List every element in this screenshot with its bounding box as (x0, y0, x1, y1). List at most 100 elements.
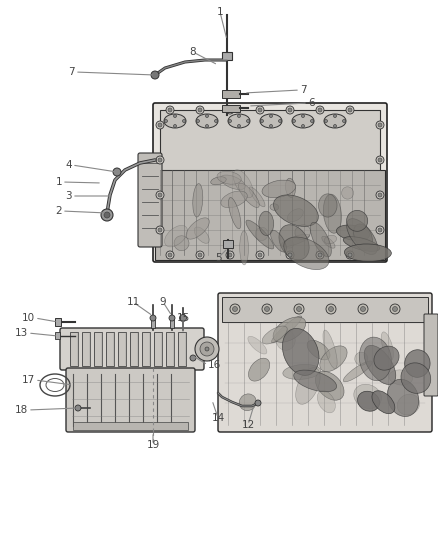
Ellipse shape (397, 394, 420, 415)
Circle shape (279, 119, 282, 123)
Circle shape (228, 253, 232, 257)
Bar (151, 316, 155, 328)
Circle shape (256, 251, 264, 259)
Circle shape (293, 119, 296, 123)
Circle shape (226, 106, 234, 114)
Bar (142, 332, 150, 366)
Ellipse shape (249, 187, 265, 207)
Circle shape (173, 115, 177, 117)
Circle shape (378, 123, 382, 127)
Ellipse shape (354, 384, 381, 408)
Ellipse shape (255, 227, 268, 240)
Ellipse shape (165, 225, 187, 247)
Ellipse shape (238, 183, 259, 207)
Ellipse shape (355, 352, 368, 365)
Circle shape (151, 71, 159, 79)
Circle shape (156, 191, 164, 199)
Text: 6: 6 (308, 98, 314, 108)
Ellipse shape (359, 337, 392, 381)
Ellipse shape (270, 204, 279, 211)
Ellipse shape (324, 114, 346, 128)
Ellipse shape (186, 218, 209, 239)
Circle shape (104, 212, 110, 218)
Bar (130, 332, 138, 366)
Circle shape (226, 251, 234, 259)
Ellipse shape (273, 195, 318, 227)
Circle shape (165, 119, 167, 123)
Ellipse shape (401, 363, 431, 393)
Circle shape (173, 125, 177, 127)
Text: 10: 10 (22, 313, 35, 323)
Circle shape (101, 209, 113, 221)
Bar (222, 52, 232, 60)
Ellipse shape (294, 370, 336, 392)
Bar (222, 105, 240, 112)
Circle shape (348, 108, 352, 112)
FancyBboxPatch shape (138, 153, 162, 247)
Circle shape (237, 115, 240, 117)
Circle shape (348, 253, 352, 257)
Ellipse shape (276, 330, 295, 350)
Circle shape (376, 156, 384, 164)
Ellipse shape (344, 244, 392, 261)
Ellipse shape (343, 361, 372, 382)
Circle shape (346, 251, 354, 259)
Circle shape (378, 228, 382, 232)
Ellipse shape (283, 365, 321, 379)
Circle shape (180, 314, 187, 321)
Text: 15: 15 (177, 313, 190, 323)
FancyBboxPatch shape (66, 368, 195, 432)
Ellipse shape (405, 350, 430, 377)
Ellipse shape (259, 211, 274, 236)
Bar (55, 318, 61, 326)
Circle shape (205, 347, 209, 351)
Circle shape (196, 106, 204, 114)
Bar (178, 332, 186, 366)
Text: 16: 16 (208, 360, 221, 370)
Circle shape (286, 251, 294, 259)
Ellipse shape (295, 225, 311, 239)
Bar (154, 332, 162, 366)
FancyBboxPatch shape (60, 328, 204, 370)
Ellipse shape (217, 171, 241, 184)
Ellipse shape (357, 391, 380, 411)
Ellipse shape (284, 237, 329, 270)
Circle shape (390, 304, 400, 314)
Circle shape (229, 119, 232, 123)
Ellipse shape (324, 235, 337, 244)
Bar (70, 332, 78, 366)
Ellipse shape (346, 219, 378, 255)
Circle shape (205, 125, 208, 127)
Circle shape (286, 106, 294, 114)
Ellipse shape (311, 222, 332, 257)
Circle shape (318, 253, 322, 257)
Ellipse shape (323, 330, 337, 369)
Circle shape (215, 119, 218, 123)
Circle shape (301, 125, 304, 127)
Circle shape (262, 304, 272, 314)
Circle shape (190, 355, 196, 361)
Ellipse shape (233, 169, 253, 198)
Circle shape (113, 168, 121, 176)
Circle shape (318, 108, 322, 112)
Circle shape (376, 191, 384, 199)
Circle shape (158, 158, 162, 162)
Circle shape (195, 337, 219, 361)
Circle shape (269, 125, 272, 127)
Ellipse shape (194, 227, 209, 244)
Circle shape (75, 405, 81, 411)
Ellipse shape (271, 230, 286, 252)
Circle shape (156, 226, 164, 234)
Bar (222, 297, 428, 322)
Ellipse shape (211, 177, 226, 185)
Ellipse shape (246, 220, 274, 249)
Circle shape (200, 342, 214, 356)
Bar (118, 332, 126, 366)
FancyBboxPatch shape (424, 314, 438, 396)
Circle shape (360, 306, 365, 311)
Circle shape (158, 228, 162, 232)
Ellipse shape (292, 114, 314, 128)
Ellipse shape (323, 194, 342, 233)
Circle shape (333, 115, 336, 117)
Ellipse shape (164, 114, 186, 128)
